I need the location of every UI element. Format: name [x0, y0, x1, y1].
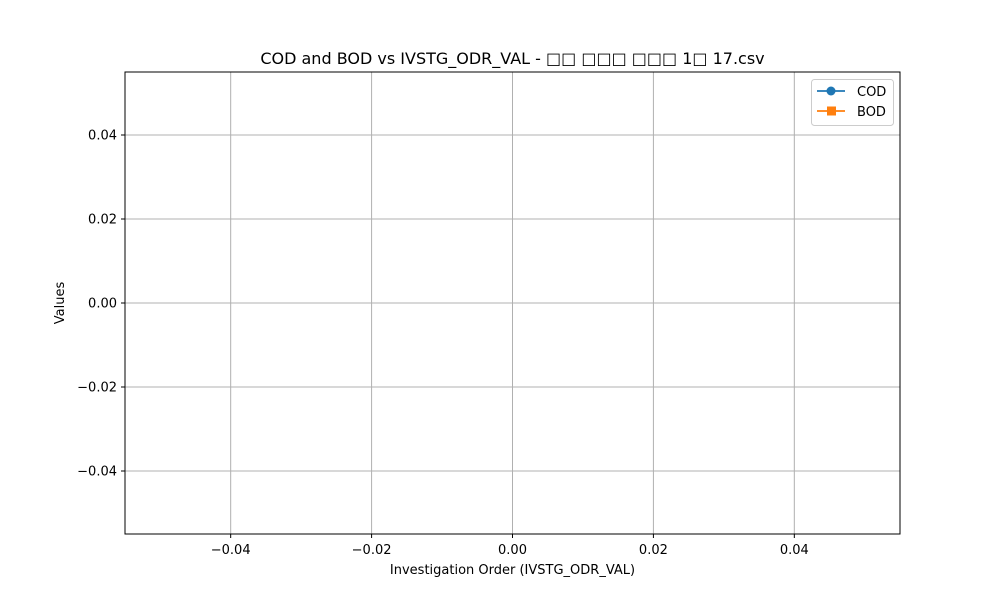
x-tick-label: −0.04: [211, 543, 251, 558]
plot-area: [124, 71, 901, 535]
x-tick-label: 0.00: [498, 543, 527, 558]
legend: COD BOD: [811, 79, 894, 126]
y-axis-ticks: −0.04 −0.02 0.00 0.02 0.04: [77, 129, 125, 480]
x-tick-label: 0.04: [780, 543, 809, 558]
legend-entries: COD BOD: [817, 85, 886, 120]
y-tick-label: 0.00: [88, 297, 117, 312]
y-tick-label: 0.02: [88, 213, 117, 228]
legend-marker-cod: [826, 86, 836, 96]
x-tick-label: 0.02: [639, 543, 668, 558]
chart-title: COD and BOD vs IVSTG_ODR_VAL - □□ □□□ □□…: [260, 49, 764, 69]
legend-label-cod: COD: [857, 85, 886, 100]
legend-marker-bod: [827, 106, 836, 116]
y-tick-label: −0.04: [77, 465, 117, 480]
x-axis-label: Investigation Order (IVSTG_ODR_VAL): [390, 563, 635, 578]
grid-lines: [125, 72, 900, 534]
x-axis-ticks: −0.04 −0.02 0.00 0.02 0.04: [211, 534, 809, 558]
y-tick-label: −0.02: [77, 381, 117, 396]
x-tick-label: −0.02: [352, 543, 392, 558]
y-tick-label: 0.04: [88, 129, 117, 144]
legend-label-bod: BOD: [857, 105, 886, 120]
y-axis-label: Values: [53, 282, 68, 325]
